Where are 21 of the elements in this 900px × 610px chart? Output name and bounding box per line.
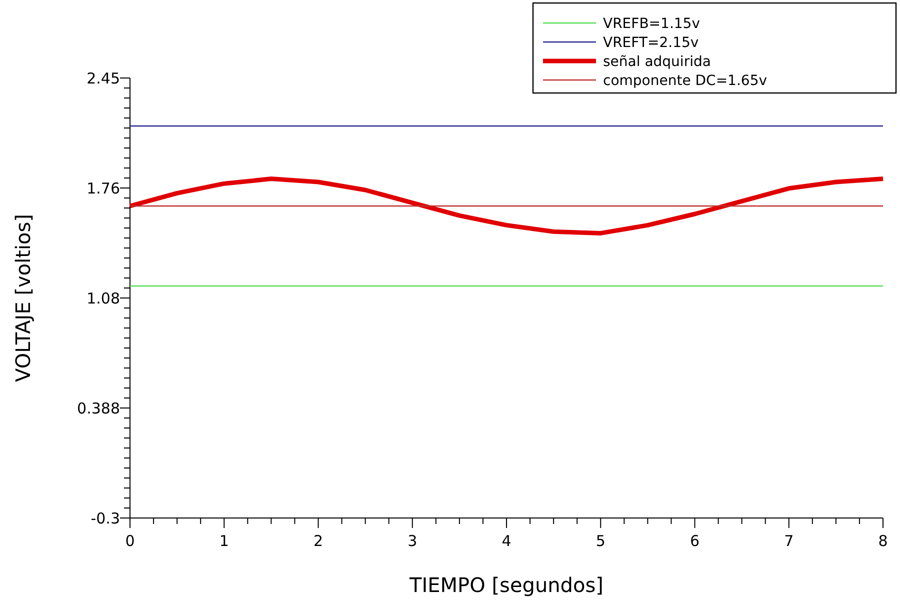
y-tick-label: 2.45 <box>86 69 120 88</box>
legend-label: señal adquirida <box>603 54 711 70</box>
x-tick-label: 7 <box>784 532 794 550</box>
y-tick-label: -0.3 <box>90 509 120 528</box>
x-tick-label: 4 <box>502 532 512 550</box>
y-tick-label: 1.08 <box>86 289 120 308</box>
x-tick-label: 2 <box>313 532 324 550</box>
x-tick-label: 0 <box>125 532 135 550</box>
x-tick-label: 5 <box>596 532 606 550</box>
x-tick-label: 6 <box>690 532 700 550</box>
y-axis-title: VOLTAJE [voltios] <box>11 214 35 382</box>
y-tick-label: 1.76 <box>86 179 120 198</box>
x-tick-label: 3 <box>408 532 418 550</box>
legend-label: VREFT=2.15v <box>603 34 699 51</box>
x-tick-label: 1 <box>219 532 229 550</box>
line-series <box>128 176 886 236</box>
x-tick-label: 8 <box>878 532 888 550</box>
legend-label: componente DC=1.65v <box>603 72 768 89</box>
legend-label: VREFB=1.15v <box>603 16 700 32</box>
y-tick-label: 0.388 <box>77 399 120 418</box>
x-axis-title: TIEMPO [segundos] <box>408 573 604 597</box>
